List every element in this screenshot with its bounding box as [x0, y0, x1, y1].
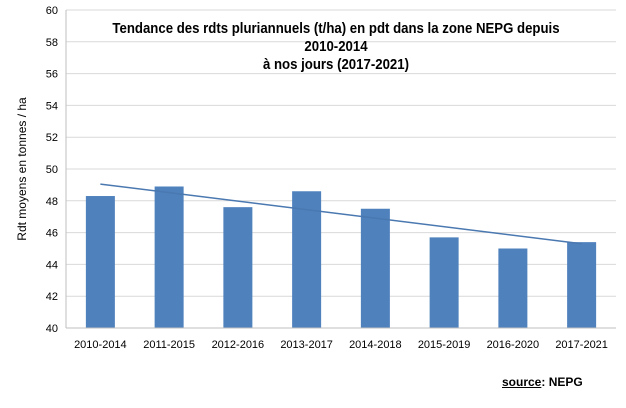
- x-tick-label: 2015-2019: [418, 339, 471, 351]
- y-tick-label: 52: [46, 132, 58, 144]
- y-tick-label: 48: [46, 196, 58, 208]
- y-tick-label: 58: [46, 37, 58, 49]
- x-tick-label: 2013-2017: [280, 339, 333, 351]
- trend-line: [100, 183, 582, 245]
- x-tick-label: 2016-2020: [487, 339, 540, 351]
- source-label: source: [502, 375, 542, 389]
- x-tick-label: 2011-2015: [143, 339, 195, 351]
- source-separator: :: [541, 375, 549, 389]
- x-tick-label: 2014-2018: [349, 339, 402, 351]
- y-tick-label: 56: [46, 69, 58, 81]
- source-note: source: NEPG: [502, 375, 583, 389]
- chart-title-block: Tendance des rdts pluriannuels (t/ha) en…: [98, 20, 573, 74]
- y-tick-label: 54: [46, 100, 58, 112]
- bar-2011-2015: [154, 186, 184, 328]
- source-value: NEPG: [548, 375, 583, 389]
- y-tick-label: 44: [46, 259, 58, 271]
- bar-2012-2016: [223, 207, 253, 328]
- x-tick-label: 2017-2021: [555, 339, 608, 351]
- y-axis-title: Rdt moyens en tonnes / ha: [15, 97, 29, 241]
- y-tick-label: 40: [46, 323, 58, 335]
- bar-2015-2019: [429, 237, 459, 328]
- bar-2010-2014: [85, 196, 115, 328]
- bar-2014-2018: [360, 208, 390, 328]
- y-tick-label: 42: [46, 291, 58, 303]
- chart-title: Tendance des rdts pluriannuels (t/ha) en…: [112, 20, 560, 55]
- bar-2013-2017: [292, 191, 322, 328]
- y-tick-label: 60: [46, 5, 58, 17]
- x-tick-label: 2012-2016: [212, 339, 265, 351]
- x-tick-label: 2010-2014: [74, 339, 127, 351]
- y-tick-label: 46: [46, 228, 58, 240]
- chart-subtitle: à nos jours (2017-2021): [262, 56, 409, 73]
- bar-2017-2021: [567, 242, 597, 328]
- y-tick-label: 50: [46, 164, 58, 176]
- bar-2016-2020: [498, 248, 528, 328]
